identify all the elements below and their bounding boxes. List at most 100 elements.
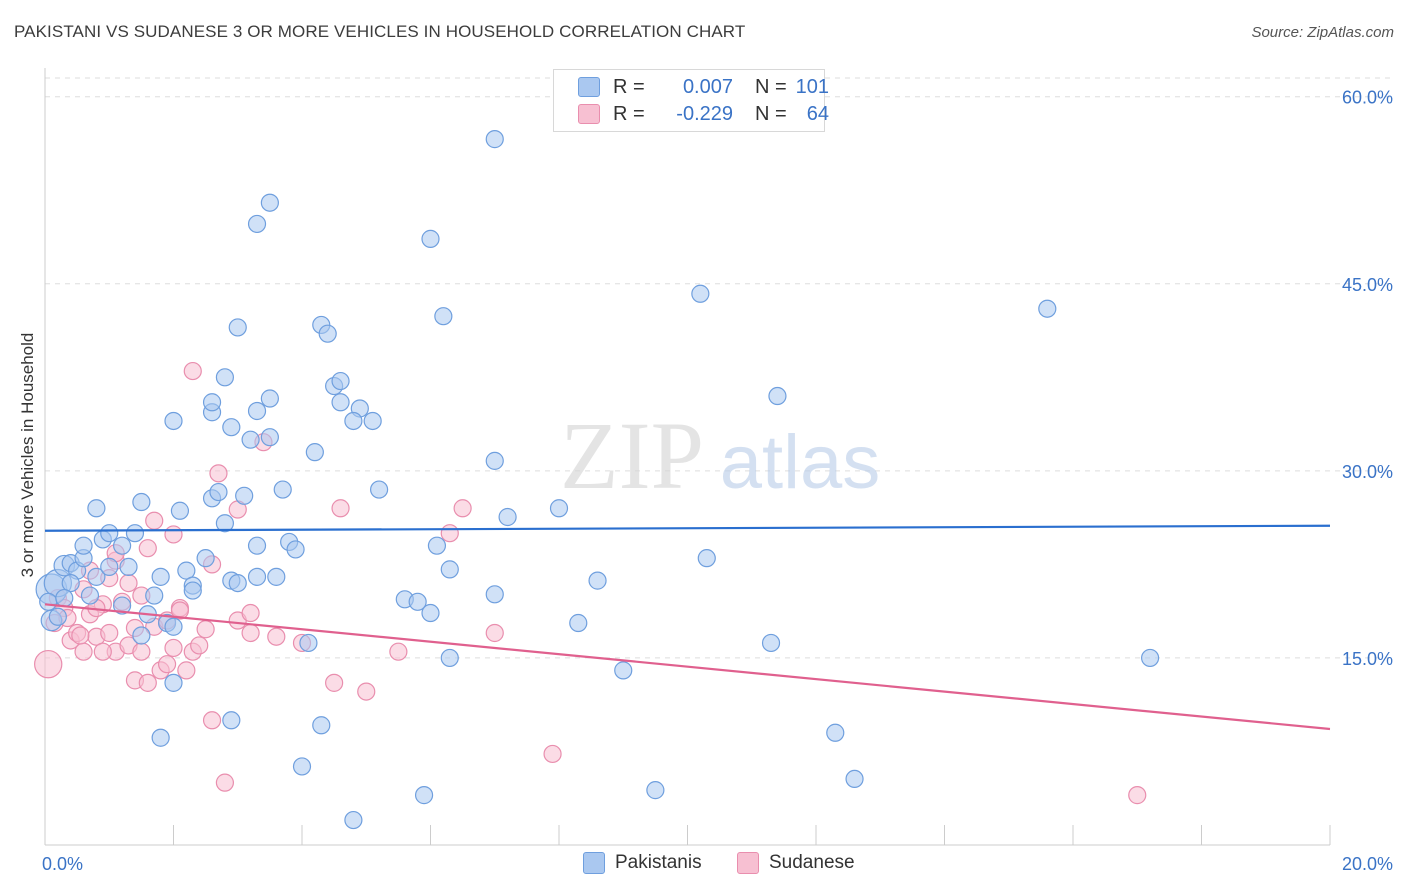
trend-lines <box>44 524 1331 731</box>
pakistani-point <box>228 573 247 593</box>
series-legend: Pakistanis Sudanese <box>0 852 1406 876</box>
pakistani-point <box>646 781 665 800</box>
pakistani-point <box>498 507 517 527</box>
sudanese-point <box>196 620 215 639</box>
pakistani-point <box>247 536 267 555</box>
x-tick-label: 0.0% <box>42 854 83 874</box>
pakistani-point <box>164 617 183 636</box>
watermark: ZIP atlas <box>560 402 880 509</box>
y-tick-label: 45.0% <box>1342 275 1393 295</box>
pakistani-point <box>299 633 318 653</box>
legend-n-label: N = <box>755 75 787 98</box>
pakistani-point <box>215 514 234 533</box>
pakistani-point <box>209 482 228 502</box>
pakistani-point <box>74 536 93 555</box>
pakistani-point <box>145 586 164 605</box>
sudanese-point <box>1128 786 1147 805</box>
pakistani-point <box>363 411 382 431</box>
pakistani-point <box>292 757 312 776</box>
legend-row-sudanese: R = -0.229 N = 64 <box>578 101 829 127</box>
pakistani-point <box>177 561 196 580</box>
pakistani-point <box>87 567 106 586</box>
pakistani-point <box>331 371 350 391</box>
pakistani-point <box>421 603 440 623</box>
y-tick-label: 15.0% <box>1342 649 1393 669</box>
legend-r-label: R = <box>613 75 645 98</box>
sudanese-point <box>267 627 286 646</box>
pakistani-point <box>235 486 254 505</box>
sudanese-point <box>440 524 459 543</box>
pakistani-point <box>241 430 260 449</box>
pakistani-point <box>100 557 119 576</box>
sudanese-point <box>138 673 157 692</box>
watermark-zip: ZIP <box>560 402 704 509</box>
sudanese-point <box>170 601 190 620</box>
pakistani-point <box>247 214 267 234</box>
pakistani-point <box>196 549 215 568</box>
pakistani-point <box>61 573 80 593</box>
sudanese-point <box>190 636 209 655</box>
sudanese-point <box>215 773 234 792</box>
pakistani-trend-line <box>44 524 1331 532</box>
tick-labels: 15.0% 30.0% 45.0% 60.0% 0.0% 20.0% <box>42 88 1393 874</box>
legend-r-value: 0.007 <box>682 75 733 98</box>
sudanese-point <box>241 623 260 643</box>
source-label: Source: ZipAtlas.com <box>1251 24 1394 41</box>
pakistani-point <box>183 581 202 600</box>
pakistani-point <box>549 499 569 518</box>
sudanese-point <box>100 623 119 643</box>
pakistani-point <box>247 401 267 421</box>
pakistani-point <box>318 324 337 343</box>
pakistani-point <box>1038 299 1057 318</box>
pakistani-point <box>267 567 286 586</box>
sudanese-point <box>164 525 183 544</box>
legend-swatch-sudanese <box>578 104 600 124</box>
pakistani-point <box>100 524 119 543</box>
pakistani-points <box>35 130 1160 830</box>
gridlines <box>45 77 1392 659</box>
pakistani-point <box>331 393 350 412</box>
sudanese-point <box>331 499 350 518</box>
sudanese-point <box>209 464 228 483</box>
pakistani-point <box>132 626 151 645</box>
pakistani-point <box>370 480 389 499</box>
pakistani-point <box>614 661 633 680</box>
sudanese-point <box>357 682 376 701</box>
pakistani-point <box>48 607 67 626</box>
pakistani-point <box>55 588 74 608</box>
pakistani-point <box>119 557 138 576</box>
pakistani-point <box>228 318 247 337</box>
pakistani-point <box>87 499 106 518</box>
sudanese-point <box>71 626 90 645</box>
pakistani-point <box>286 540 305 559</box>
pakistani-point <box>202 393 222 412</box>
sudanese-point <box>34 649 63 679</box>
pakistani-point <box>164 673 183 692</box>
sudanese-point <box>145 511 164 530</box>
series-name-sudanese: Sudanese <box>769 852 855 873</box>
pakistani-point <box>421 229 440 248</box>
pakistani-point <box>485 585 504 604</box>
sudanese-point <box>93 642 112 661</box>
sudanese-point <box>132 642 151 661</box>
pakistani-point <box>125 524 145 543</box>
pakistani-point <box>215 368 234 387</box>
legend-n-value: 64 <box>806 102 829 125</box>
sudanese-point <box>543 744 562 764</box>
legend-n-label: N = <box>755 102 787 125</box>
pakistani-point <box>305 443 324 462</box>
pakistani-point <box>273 480 292 499</box>
sudanese-point <box>183 361 202 381</box>
pakistani-point <box>434 307 453 326</box>
pakistani-point <box>691 284 710 303</box>
sudanese-point <box>74 642 93 661</box>
sudanese-trend-line <box>44 603 1331 731</box>
series-legend-sudanese[interactable]: Sudanese <box>737 852 855 874</box>
pakistani-point <box>697 549 716 568</box>
pakistani-point <box>80 586 100 605</box>
pakistani-point <box>427 536 447 555</box>
y-tick-label: 30.0% <box>1342 462 1393 482</box>
pakistani-point <box>151 728 170 747</box>
sudanese-point <box>164 638 183 658</box>
series-legend-pakistanis[interactable]: Pakistanis <box>583 852 702 874</box>
